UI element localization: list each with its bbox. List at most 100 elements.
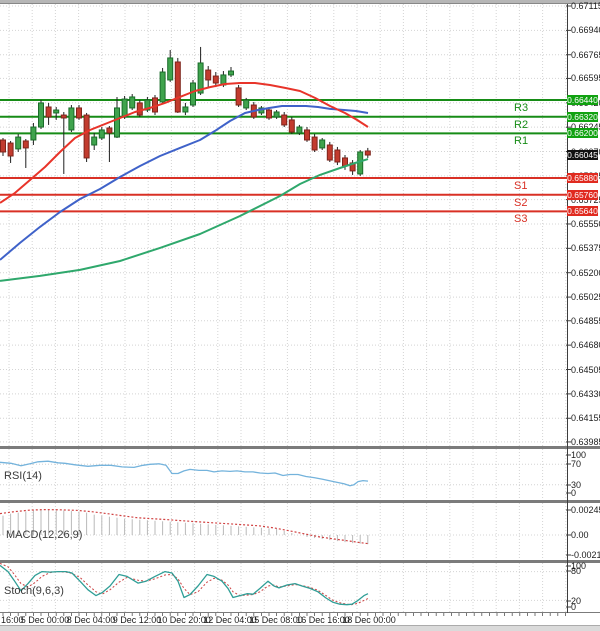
bear-candle <box>364 150 371 156</box>
bear-candle <box>205 69 212 81</box>
stoch-scale-label: 20 <box>571 596 582 606</box>
price-badge-s3: 0.65640 <box>567 206 598 217</box>
time-axis-label: 10 Dec 20:00 <box>157 615 211 625</box>
bear-candle <box>174 61 181 113</box>
bear-candle <box>311 136 318 151</box>
rsi-indicator-label: RSI(14) <box>4 470 42 482</box>
bear-candle <box>288 119 295 133</box>
current-price-badge: 0.66045 <box>567 150 598 161</box>
panel-borders <box>0 4 600 616</box>
window-top-border <box>0 0 600 4</box>
time-axis-label: 16 Dec 16:00 <box>296 615 350 625</box>
macd-scale-label: 0.00 <box>571 530 589 540</box>
price-tick-label: 0.64505 <box>571 364 600 375</box>
rsi-scale-label: 100 <box>571 450 587 460</box>
price-tick-label: 0.65375 <box>571 243 600 254</box>
level-label-r2: R2 <box>514 118 529 131</box>
stoch-indicator-label: Stoch(9,6,3) <box>4 585 64 597</box>
bull-candle <box>243 99 250 109</box>
level-label-r3: R3 <box>514 102 529 114</box>
price-tick-label: 0.65025 <box>571 292 600 303</box>
price-badge-r3: 0.66440 <box>567 95 598 105</box>
time-axis-label: 9 Dec 12:00 <box>112 615 162 625</box>
green-ma-line <box>0 158 369 282</box>
bull-candle <box>319 139 326 149</box>
time-axis-label: 15 Dec 08:00 <box>249 615 303 625</box>
bear-candle <box>22 140 29 149</box>
bull-candle <box>197 62 204 94</box>
level-label-s1: S1 <box>514 180 528 192</box>
price-badge-s2: 0.65760 <box>567 189 598 200</box>
stoch-k-line <box>0 564 369 606</box>
gridlines <box>0 4 567 612</box>
bull-candle <box>273 111 280 118</box>
bull-candle <box>159 71 166 103</box>
bull-candle <box>167 57 174 81</box>
bull-candle <box>182 106 189 113</box>
rsi-scale-label: 30 <box>571 480 582 490</box>
level-label-r1: R1 <box>514 135 529 148</box>
bull-candle <box>98 129 105 139</box>
bear-candle <box>60 114 67 119</box>
panel-divider <box>0 560 600 563</box>
time-axis-label: 12 Dec 04:00 <box>203 615 257 625</box>
bull-candle <box>91 136 98 146</box>
level-label-s3: S3 <box>514 213 528 226</box>
price-tick-label: 0.67115 <box>571 1 600 11</box>
price-tick-label: 0.64855 <box>571 315 600 326</box>
time-axis-label: 18 Dec 00:00 <box>342 615 396 625</box>
bear-candle <box>334 149 341 163</box>
indicator-plots <box>0 460 369 606</box>
bull-candle <box>30 126 37 141</box>
bear-candle <box>281 114 288 126</box>
macd-scale-label: 0.002457 <box>571 505 600 515</box>
bear-candle <box>106 127 113 134</box>
bull-candle <box>296 126 303 134</box>
panel-divider <box>0 446 600 449</box>
price-badge-r2: 0.66320 <box>567 111 598 122</box>
bear-candle <box>136 102 143 116</box>
panel-divider <box>0 500 600 503</box>
bull-candle <box>190 82 196 106</box>
red-ma-line <box>0 82 369 204</box>
rsi-scale-label: 70 <box>571 459 582 469</box>
time-axis-label: 8 Dec 04:00 <box>66 615 116 625</box>
macd-scale-label: -0.002146 <box>571 550 600 560</box>
rsi-line <box>0 460 369 487</box>
bear-candle <box>266 109 272 119</box>
stoch-scale-label: 100 <box>571 561 587 571</box>
price-badge-r1: 0.66200 <box>567 128 598 139</box>
bull-candle <box>114 107 120 138</box>
bull-candle <box>38 102 44 128</box>
price-tick-label: 0.66595 <box>571 73 600 84</box>
bull-candle <box>228 70 234 76</box>
blue-ma-line <box>0 105 369 261</box>
price-tick-label: 0.66245 <box>571 122 600 133</box>
price-tick-label: 0.66765 <box>571 49 600 60</box>
time-axis-label: 16:00 <box>1 615 24 625</box>
window-bottom-border <box>0 625 600 631</box>
price-tick-label: 0.63985 <box>571 436 600 447</box>
bear-candle <box>304 129 310 141</box>
bull-candle <box>68 107 75 131</box>
bull-candle <box>15 136 22 150</box>
bear-candle <box>83 114 90 159</box>
level-label-s2: S2 <box>514 196 528 209</box>
stoch-scale-label: 0 <box>571 602 577 612</box>
bear-candle <box>76 107 82 119</box>
stoch-scale-label: 80 <box>571 566 582 576</box>
moving-average-lines <box>0 82 369 282</box>
bear-candle <box>212 75 219 84</box>
bull-candle <box>129 96 136 109</box>
bear-candle <box>7 142 14 157</box>
bear-candle <box>235 87 242 106</box>
bear-candle <box>0 139 6 153</box>
time-axis-label: 5 Dec 00:00 <box>20 615 70 625</box>
